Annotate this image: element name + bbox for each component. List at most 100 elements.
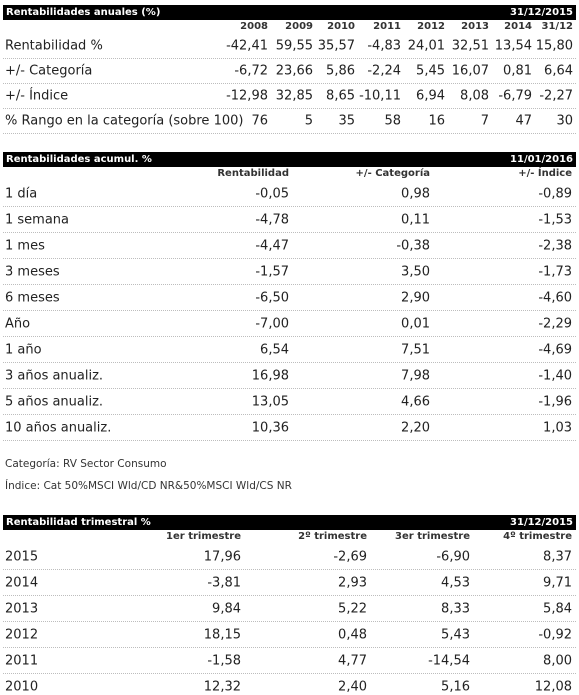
cell-value: 24,01 [407,38,445,54]
row-label: 10 años anualiz. [5,420,112,435]
table-row: % Rango en la categoría (sobre 100) 76 5 35… [3,109,576,134]
cell-value: -0,38 [396,238,430,253]
cell-value: -2,69 [333,549,367,564]
cell-value: 4,53 [441,575,470,590]
cell-value: -1,40 [538,368,572,383]
table-row: 2011 -1,58 4,77 -14,54 8,00 [3,648,576,674]
cell-value: 0,98 [401,186,430,201]
cell-value: 76 [251,113,268,129]
cell-value: 15,80 [535,38,573,54]
cell-value: -1,57 [255,264,289,279]
cell-value: -4,69 [538,342,572,357]
cell-value: 2,93 [338,575,367,590]
quarterly-returns-title: Rentabilidad trimestral % [6,517,151,528]
row-label: 3 años anualiz. [5,368,104,383]
cell-value: 58 [384,113,401,129]
cell-value: 0,11 [401,212,430,227]
cell-value: -2,38 [538,238,572,253]
annual-column-header: 2013 [461,21,489,32]
cell-value: 6,54 [260,342,289,357]
cell-value: 5,16 [441,679,470,694]
row-label: 3 meses [5,264,60,279]
cell-value: -2,24 [367,63,401,79]
annual-returns-table: Rentabilidad % -42,41 59,55 35,57 -4,83 24,01… [3,34,576,134]
cell-value: 32,51 [451,38,489,54]
cell-value: 5,84 [543,601,572,616]
row-label: 2013 [5,601,39,616]
cell-value: 35 [338,113,355,129]
cell-value: -7,00 [255,316,289,331]
row-label: 1 día [5,186,38,201]
table-row: 2015 17,96 -2,69 -6,90 8,37 [3,544,576,570]
quarterly-column-header: 3er trimestre [395,531,470,542]
cell-value: 16 [428,113,445,129]
quarterly-returns-table: 2015 17,96 -2,69 -6,90 8,37 2014 -3,81 2,93 4,53… [3,544,576,695]
annual-returns-header-bar: Rentabilidades anuales (%) 31/12/2015 [3,5,576,20]
cumulative-returns-table: 1 día -0,05 0,98 -0,89 1 semana -4,78 0,11 -1,5… [3,181,576,441]
cell-value: 59,55 [275,38,313,54]
cell-value: 4,77 [338,653,367,668]
row-label: 2010 [5,679,39,694]
cell-value: 9,71 [543,575,572,590]
table-row: 6 meses -6,50 2,90 -4,60 [3,285,576,311]
cell-value: 5,43 [441,627,470,642]
cell-value: -0,92 [538,627,572,642]
cell-value: 13,05 [251,394,289,409]
cell-value: 35,57 [317,38,355,54]
cumulative-returns-section: Rentabilidades acumul. % 11/01/2016 Rent… [3,152,576,441]
table-row: 3 años anualiz. 16,98 7,98 -1,40 [3,363,576,389]
table-row: 5 años anualiz. 13,05 4,66 -1,96 [3,389,576,415]
row-label: 2012 [5,627,39,642]
cell-value: 5 [304,113,313,129]
cell-value: 6,94 [416,88,445,104]
cell-value: -6,79 [498,88,532,104]
cumulative-column-header: Rentabilidad [217,168,289,179]
cell-value: 7,98 [401,368,430,383]
cell-value: -12,98 [226,88,268,104]
cell-value: -6,90 [436,549,470,564]
cell-value: 8,08 [460,88,489,104]
table-row: 1 día -0,05 0,98 -0,89 [3,181,576,207]
annual-column-header: 31/12 [541,21,573,32]
quarterly-returns-column-headers: 1er trimestre 2º trimestre 3er trimestre 4º… [3,530,576,544]
annual-column-header: 2014 [504,21,532,32]
row-label: Año [5,316,31,331]
cell-value: -4,60 [538,290,572,305]
cell-value: 13,54 [494,38,532,54]
cell-value: -4,47 [255,238,289,253]
row-label: Rentabilidad % [5,38,103,54]
cell-value: 4,66 [401,394,430,409]
cell-value: 30 [556,113,573,129]
cell-value: 2,20 [401,420,430,435]
cell-value: -1,58 [207,653,241,668]
cell-value: 9,84 [212,601,241,616]
cell-value: 5,86 [326,63,355,79]
quarterly-column-header: 1er trimestre [166,531,241,542]
row-label: 6 meses [5,290,60,305]
annual-column-header: 2012 [417,21,445,32]
quarterly-returns-date: 31/12/2015 [510,517,573,528]
cell-value: 2,40 [338,679,367,694]
cell-value: 17,96 [203,549,241,564]
cell-value: 1,03 [543,420,572,435]
cell-value: 8,37 [543,549,572,564]
annual-returns-title: Rentabilidades anuales (%) [6,7,161,18]
cell-value: 47 [515,113,532,129]
row-label: +/- Categoría [5,63,93,79]
cell-value: 23,66 [275,63,313,79]
quarterly-returns-header-bar: Rentabilidad trimestral % 31/12/2015 [3,515,576,530]
index-note: Índice: Cat 50%MSCI Wld/CD NR&50%MSCI Wl… [5,480,292,492]
cell-value: 7 [480,113,489,129]
cell-value: -4,83 [367,38,401,54]
annual-returns-date: 31/12/2015 [510,7,573,18]
annual-returns-section: Rentabilidades anuales (%) 31/12/2015 20… [3,5,576,134]
cumulative-returns-title: Rentabilidades acumul. % [6,154,152,165]
cumulative-column-header: +/- Índice [518,168,572,179]
cumulative-returns-column-headers: Rentabilidad +/- Categoría +/- Índice [3,167,576,181]
cell-value: 12,08 [534,679,572,694]
cumulative-column-header: +/- Categoría [355,168,430,179]
row-label: % Rango en la categoría (sobre 100) [5,113,244,129]
annual-column-header: 2010 [327,21,355,32]
cell-value: -0,05 [255,186,289,201]
row-label: +/- Índice [5,88,69,104]
